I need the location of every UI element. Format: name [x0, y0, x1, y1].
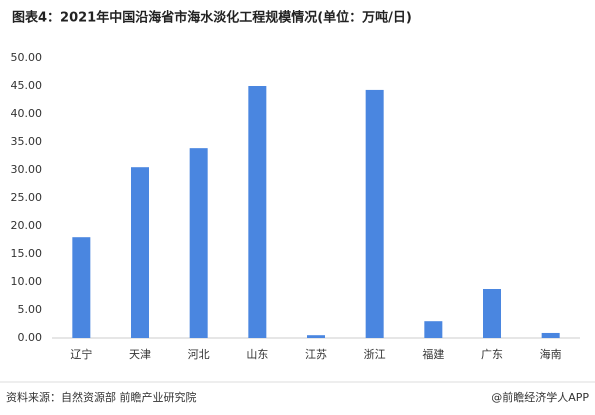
y-tick-label: 20.00	[11, 219, 43, 232]
bar	[483, 289, 501, 338]
credit: @前瞻经济学人APP	[491, 390, 589, 404]
y-tick-label: 0.00	[18, 331, 43, 344]
x-tick-label: 海南	[540, 347, 562, 361]
source: 资料来源：自然资源部 前瞻产业研究院	[6, 390, 197, 404]
bar	[307, 335, 325, 338]
x-tick-label: 广东	[481, 348, 503, 361]
y-tick-label: 35.00	[11, 135, 43, 148]
bar	[131, 167, 149, 338]
x-tick-label: 江苏	[305, 348, 327, 361]
y-tick-label: 40.00	[11, 107, 43, 120]
y-tick-label: 50.00	[11, 51, 43, 64]
y-tick-label: 10.00	[11, 275, 43, 288]
x-tick-label: 天津	[129, 348, 151, 361]
x-tick-label: 福建	[422, 347, 444, 361]
y-tick-label: 15.00	[11, 247, 43, 260]
x-tick-label: 浙江	[364, 348, 386, 361]
y-tick-label: 45.00	[11, 79, 43, 92]
chart-title: 图表4：2021年中国沿海省市海水淡化工程规模情况(单位：万吨/日)	[12, 10, 412, 26]
x-tick-label: 山东	[246, 348, 268, 361]
y-tick-label: 5.00	[18, 303, 43, 316]
bar	[189, 148, 208, 338]
x-tick-label: 河北	[188, 348, 210, 361]
bar	[248, 86, 267, 338]
bar	[424, 321, 443, 338]
bar	[365, 89, 384, 338]
x-tick-label: 辽宁	[70, 347, 92, 361]
bar	[72, 237, 91, 338]
y-tick-label: 30.00	[11, 163, 43, 176]
y-tick-label: 25.00	[11, 191, 43, 204]
bar	[541, 332, 560, 338]
